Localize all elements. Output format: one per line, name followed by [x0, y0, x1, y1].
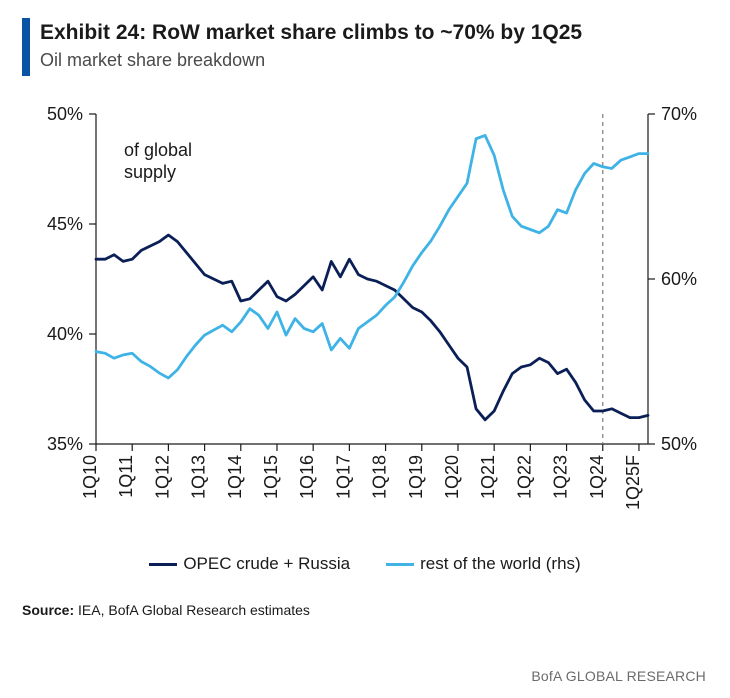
- svg-text:1Q18: 1Q18: [370, 455, 390, 499]
- legend-swatch-opec: [149, 563, 177, 566]
- svg-text:1Q23: 1Q23: [551, 455, 571, 499]
- header: Exhibit 24: RoW market share climbs to ~…: [22, 18, 708, 76]
- legend: OPEC crude + Russia rest of the world (r…: [22, 554, 708, 574]
- source-text: IEA, BofA Global Research estimates: [78, 602, 310, 618]
- svg-text:40%: 40%: [47, 324, 83, 344]
- svg-text:1Q11: 1Q11: [116, 455, 136, 498]
- svg-text:1Q22: 1Q22: [514, 455, 534, 499]
- svg-text:35%: 35%: [47, 434, 83, 454]
- svg-text:1Q16: 1Q16: [297, 455, 317, 499]
- svg-text:1Q21: 1Q21: [478, 455, 498, 499]
- chart-card: Exhibit 24: RoW market share climbs to ~…: [0, 0, 730, 698]
- svg-text:60%: 60%: [661, 269, 697, 289]
- source-line: Source: IEA, BofA Global Research estima…: [22, 602, 708, 618]
- title-block: Exhibit 24: RoW market share climbs to ~…: [40, 18, 582, 76]
- svg-text:1Q17: 1Q17: [333, 455, 353, 499]
- svg-text:1Q25F: 1Q25F: [623, 455, 643, 510]
- exhibit-subtitle: Oil market share breakdown: [40, 47, 582, 74]
- svg-text:45%: 45%: [47, 214, 83, 234]
- svg-text:50%: 50%: [661, 434, 697, 454]
- legend-item-row: rest of the world (rhs): [386, 554, 581, 574]
- svg-text:of global: of global: [124, 140, 192, 160]
- svg-text:1Q24: 1Q24: [587, 455, 607, 499]
- chart-area: 35% 40% 45% 50% 50% 60% 70% 1Q10 1Q11 1Q12 1Q13 1Q1…: [22, 86, 708, 556]
- svg-text:1Q10: 1Q10: [80, 455, 100, 499]
- exhibit-title: Exhibit 24: RoW market share climbs to ~…: [40, 20, 582, 46]
- svg-text:50%: 50%: [47, 104, 83, 124]
- svg-text:1Q15: 1Q15: [261, 455, 281, 499]
- legend-label-row: rest of the world (rhs): [420, 554, 581, 574]
- svg-text:supply: supply: [124, 162, 176, 182]
- svg-text:1Q13: 1Q13: [189, 455, 209, 499]
- footer-brand: BofA GLOBAL RESEARCH: [531, 668, 706, 684]
- svg-text:1Q12: 1Q12: [152, 455, 172, 499]
- svg-text:1Q14: 1Q14: [225, 455, 245, 499]
- line-chart-svg: 35% 40% 45% 50% 50% 60% 70% 1Q10 1Q11 1Q12 1Q13 1Q1…: [22, 86, 708, 556]
- legend-label-opec: OPEC crude + Russia: [183, 554, 350, 574]
- svg-text:70%: 70%: [661, 104, 697, 124]
- source-label: Source:: [22, 602, 74, 618]
- legend-item-opec: OPEC crude + Russia: [149, 554, 350, 574]
- accent-bar: [22, 18, 30, 76]
- svg-text:1Q19: 1Q19: [406, 455, 426, 499]
- svg-text:1Q20: 1Q20: [442, 455, 462, 499]
- legend-swatch-row: [386, 563, 414, 566]
